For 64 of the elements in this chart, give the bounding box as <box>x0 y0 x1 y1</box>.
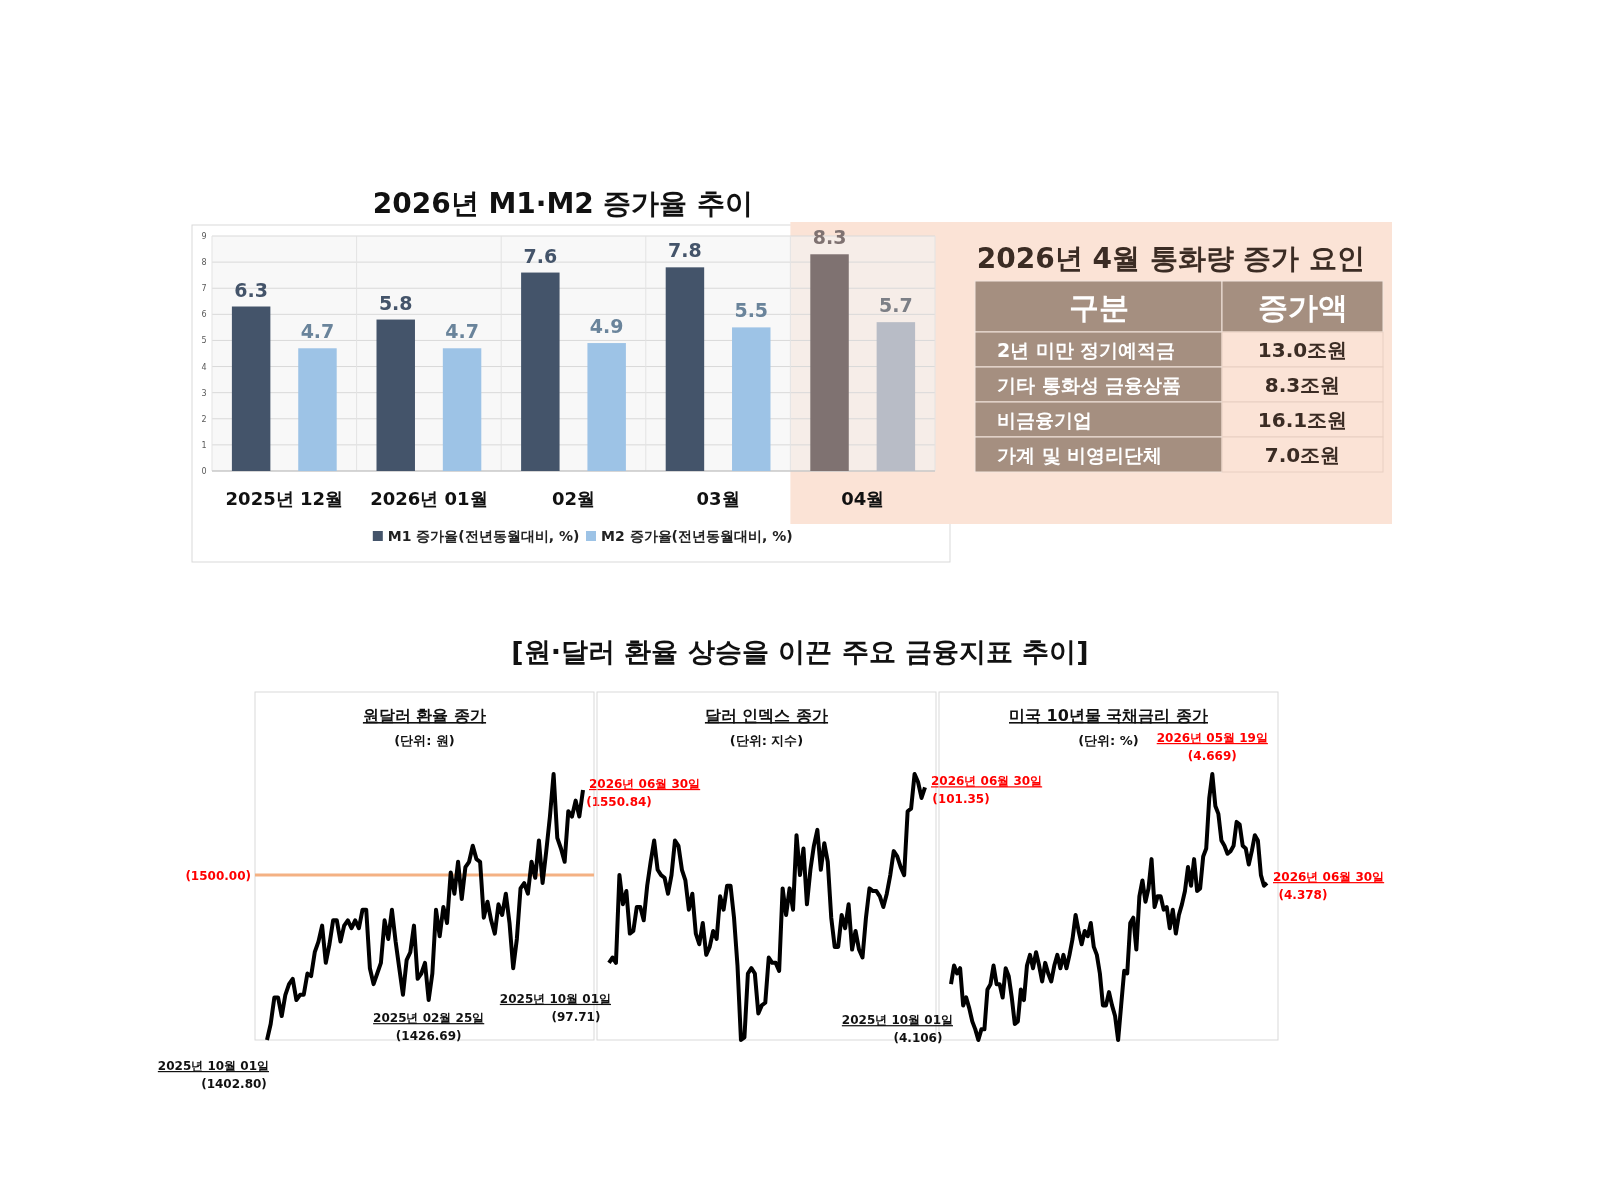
chart-subtitle: (단위: 지수) <box>729 733 804 748</box>
category-label: 가계 및 비영리단체 <box>997 444 1163 466</box>
category-label: 비금융기업 <box>997 409 1092 431</box>
data-label: 6.3 <box>234 278 268 301</box>
bar <box>810 254 849 471</box>
y-tick-label: 3 <box>201 388 207 398</box>
chart-subtitle: (단위: 원) <box>394 733 455 748</box>
legend-label: M2 증가율(전년동월대비, %) <box>601 528 793 544</box>
text: 증가액 <box>1257 290 1348 325</box>
text: 7.0조원 <box>1264 443 1341 467</box>
text: 2026년 4월 통화량 증가 요인 <box>976 242 1366 275</box>
data-label: 5.7 <box>879 294 913 317</box>
annotation: 2026년 06월 30일 (1550.84) <box>586 776 701 809</box>
y-tick-label: 0 <box>201 467 207 476</box>
text: 2026년 06월 30일 (4.378) <box>1273 870 1385 903</box>
y-tick-label: 4 <box>201 362 207 372</box>
bar <box>298 348 337 471</box>
y-tick-label: 1 <box>201 440 207 450</box>
bar <box>231 306 271 471</box>
bar <box>442 348 482 471</box>
text: [원·달러 환율 상승을 이끈 주요 금융지표 추이] <box>511 636 1089 667</box>
data-label: 4.7 <box>300 320 335 343</box>
bar <box>665 267 705 471</box>
category-label: 기타 통화성 금융상품 <box>997 374 1182 396</box>
category-label: 2년 미만 정기예적금 <box>997 339 1176 361</box>
data-label: 5.8 <box>378 291 413 314</box>
y-tick-label: 6 <box>201 310 207 320</box>
chart-title: 미국 10년물 국채금리 종가 <box>1009 706 1208 725</box>
chart-title: 원달러 환율 종가 <box>362 706 487 725</box>
bar <box>521 272 560 471</box>
chart-title: 달러 인덱스 종가 <box>704 706 829 725</box>
bar <box>732 327 771 471</box>
data-label: 5.5 <box>734 299 769 322</box>
y-tick-label: 2 <box>201 414 207 424</box>
chart-subtitle: (단위: %) <box>1078 733 1139 748</box>
text: 2026년 05월 19일 (4.669) <box>1156 731 1268 763</box>
data-label: 8.3 <box>812 226 847 249</box>
x-tick-label: 04월 <box>841 488 885 509</box>
text: (1500.00) <box>185 869 251 884</box>
bar <box>587 343 626 471</box>
y-tick-label: 5 <box>201 336 207 346</box>
data-label: 4.7 <box>445 320 479 343</box>
text: 구분 <box>1068 290 1129 325</box>
y-tick-label: 9 <box>201 232 207 241</box>
x-tick-label: 03월 <box>696 488 740 509</box>
x-tick-label: 02월 <box>551 488 596 509</box>
y-tick-label: 7 <box>201 284 207 294</box>
annotation: 2025년 10월 01일 (97.71) <box>499 991 611 1024</box>
data-label: 7.6 <box>523 244 558 267</box>
annotation: 2025년 10월 01일 (4.106) <box>841 1013 953 1046</box>
data-label: 7.8 <box>668 239 702 262</box>
bar <box>376 319 415 471</box>
text: 2025년 10월 01일 (1402.80) <box>157 1059 269 1091</box>
x-tick-label: 2025년 12월 <box>225 488 344 509</box>
text: 13.0조원 <box>1257 338 1348 362</box>
annotation: 2026년 06월 30일 (101.35) <box>931 774 1043 807</box>
legend-label: M1 증가율(전년동월대비, %) <box>387 528 580 544</box>
text: 16.1조원 <box>1257 408 1348 432</box>
annotation: 2025년 02월 25일 (1426.69) <box>373 1011 485 1044</box>
x-tick-label: 2026년 01월 <box>370 488 488 509</box>
text: 8.3조원 <box>1264 373 1341 397</box>
data-label: 4.9 <box>589 315 624 338</box>
chart-title: 2026년 M1·M2 증가율 추이 <box>372 187 754 220</box>
y-tick-label: 8 <box>201 258 207 268</box>
